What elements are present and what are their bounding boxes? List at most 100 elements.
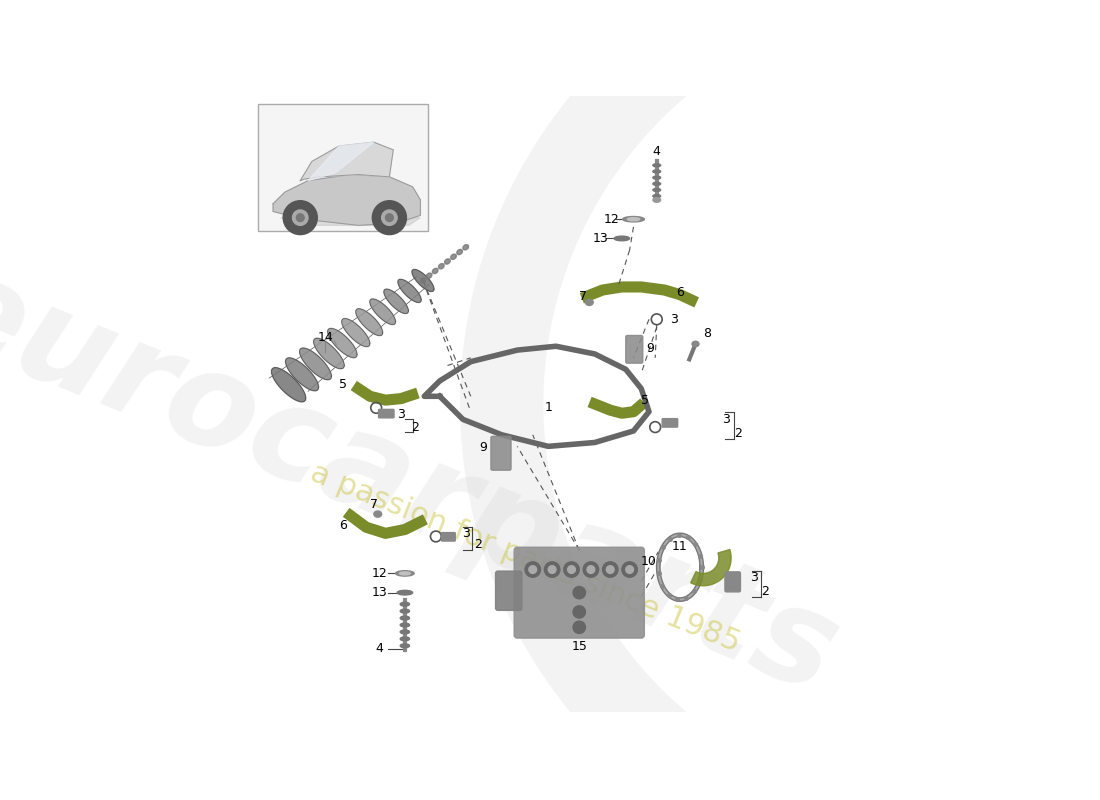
Text: 3: 3 [670, 313, 678, 326]
Text: 10: 10 [641, 555, 657, 568]
Text: 2: 2 [474, 538, 483, 551]
Ellipse shape [692, 342, 698, 346]
Text: 5: 5 [339, 378, 346, 391]
Circle shape [544, 562, 560, 578]
Circle shape [573, 621, 585, 634]
Circle shape [626, 566, 634, 574]
Text: 9: 9 [647, 342, 654, 355]
FancyBboxPatch shape [626, 335, 642, 363]
Text: 3: 3 [750, 570, 758, 584]
Text: 1: 1 [544, 402, 552, 414]
FancyBboxPatch shape [662, 418, 678, 427]
Text: 15: 15 [571, 640, 587, 653]
Circle shape [573, 606, 585, 618]
Ellipse shape [399, 572, 410, 575]
Polygon shape [328, 328, 358, 358]
Text: 8: 8 [703, 326, 711, 340]
Ellipse shape [653, 198, 661, 202]
Ellipse shape [400, 623, 409, 627]
Polygon shape [314, 338, 344, 369]
Ellipse shape [400, 644, 409, 648]
Polygon shape [412, 270, 434, 291]
Polygon shape [384, 289, 408, 314]
Text: eurocarparts: eurocarparts [0, 242, 856, 720]
Text: 13: 13 [593, 232, 608, 245]
Circle shape [372, 201, 406, 234]
Circle shape [296, 214, 304, 222]
Circle shape [606, 566, 614, 574]
Polygon shape [355, 309, 383, 335]
Ellipse shape [439, 264, 444, 269]
Text: a passion for parts since 1985: a passion for parts since 1985 [306, 458, 745, 658]
Circle shape [587, 566, 595, 574]
Ellipse shape [653, 164, 661, 167]
Circle shape [583, 562, 598, 578]
Circle shape [568, 566, 575, 574]
Polygon shape [286, 358, 319, 390]
FancyBboxPatch shape [257, 104, 428, 230]
Circle shape [385, 214, 394, 222]
Text: 3: 3 [723, 413, 730, 426]
Ellipse shape [400, 602, 409, 606]
Polygon shape [691, 550, 732, 586]
Ellipse shape [614, 236, 629, 241]
Ellipse shape [653, 170, 661, 173]
Text: 12: 12 [372, 567, 387, 580]
Circle shape [573, 586, 585, 599]
Circle shape [548, 566, 556, 574]
Text: 9: 9 [480, 442, 487, 454]
FancyBboxPatch shape [514, 547, 645, 638]
Polygon shape [299, 348, 331, 380]
Text: 6: 6 [339, 519, 346, 532]
Text: 2: 2 [761, 585, 769, 598]
Ellipse shape [400, 610, 409, 613]
Text: 4: 4 [375, 642, 383, 655]
Polygon shape [342, 318, 370, 346]
Circle shape [525, 562, 540, 578]
Text: 3: 3 [462, 527, 470, 540]
Text: 5: 5 [641, 394, 649, 406]
Ellipse shape [623, 217, 645, 222]
Polygon shape [370, 299, 396, 325]
Text: 12: 12 [604, 213, 619, 226]
Circle shape [529, 566, 537, 574]
Text: 14: 14 [318, 330, 333, 343]
Circle shape [621, 562, 637, 578]
FancyBboxPatch shape [491, 436, 512, 470]
Polygon shape [300, 142, 394, 181]
Circle shape [563, 562, 580, 578]
Polygon shape [308, 142, 374, 181]
Ellipse shape [456, 250, 462, 254]
Polygon shape [398, 279, 421, 302]
Ellipse shape [420, 278, 426, 283]
Ellipse shape [400, 616, 409, 620]
Ellipse shape [374, 511, 382, 517]
FancyBboxPatch shape [725, 572, 740, 592]
Ellipse shape [463, 245, 469, 250]
Polygon shape [280, 218, 420, 226]
Circle shape [382, 210, 397, 226]
Polygon shape [272, 368, 306, 402]
Text: 11: 11 [672, 540, 688, 553]
Ellipse shape [432, 268, 438, 274]
Text: 6: 6 [676, 286, 684, 299]
Ellipse shape [653, 189, 661, 191]
Ellipse shape [427, 273, 432, 278]
Text: 7: 7 [370, 498, 378, 510]
Text: 3: 3 [397, 407, 405, 421]
Text: 7: 7 [579, 290, 587, 302]
Ellipse shape [400, 630, 409, 634]
Ellipse shape [653, 176, 661, 179]
Text: 2: 2 [734, 426, 742, 440]
Ellipse shape [451, 254, 456, 259]
Ellipse shape [397, 590, 412, 595]
Ellipse shape [396, 570, 415, 576]
Ellipse shape [400, 637, 409, 641]
Ellipse shape [653, 182, 661, 186]
Text: 4: 4 [652, 145, 661, 158]
FancyBboxPatch shape [441, 533, 455, 541]
FancyBboxPatch shape [378, 410, 394, 418]
Ellipse shape [444, 259, 450, 264]
Text: 13: 13 [372, 586, 387, 599]
Ellipse shape [653, 194, 661, 198]
